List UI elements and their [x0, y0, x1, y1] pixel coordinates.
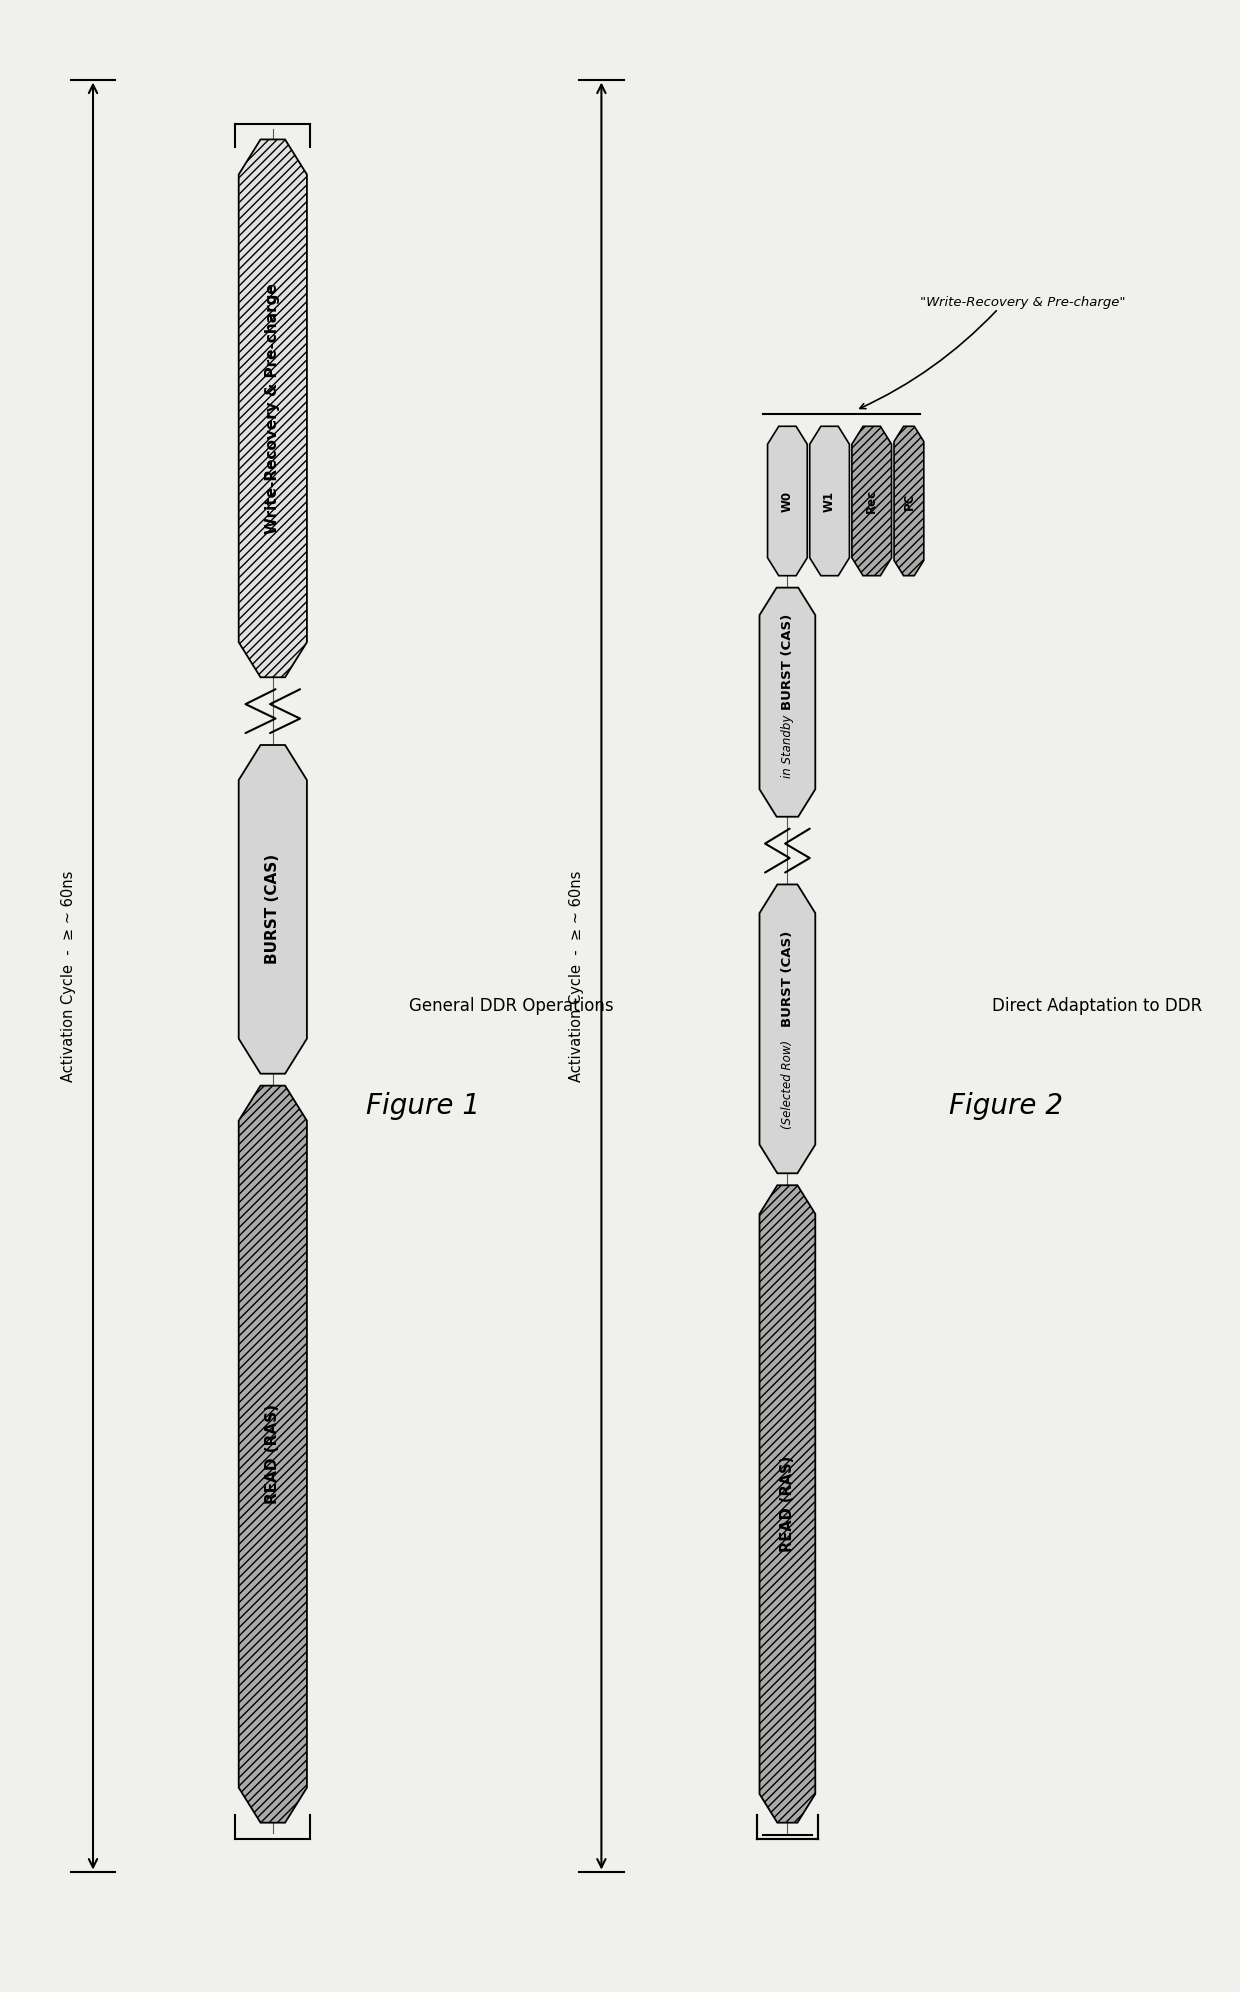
Polygon shape — [768, 426, 807, 576]
Text: Activation Cycle  -  ≥ ~ 60ns: Activation Cycle - ≥ ~ 60ns — [61, 871, 76, 1082]
Polygon shape — [238, 1086, 306, 1823]
Polygon shape — [759, 1185, 816, 1823]
Polygon shape — [238, 139, 306, 677]
Text: Activation Cycle  -  ≥ ~ 60ns: Activation Cycle - ≥ ~ 60ns — [569, 871, 584, 1082]
Polygon shape — [238, 745, 306, 1074]
Text: in Standby: in Standby — [781, 715, 794, 777]
Text: W0: W0 — [781, 490, 794, 512]
Text: "Write-Recovery & Pre-charge": "Write-Recovery & Pre-charge" — [920, 295, 1126, 309]
Text: Write-Recovery & Pre-charge: Write-Recovery & Pre-charge — [265, 283, 280, 534]
Text: Figure 2: Figure 2 — [949, 1092, 1063, 1120]
Text: READ (RAS): READ (RAS) — [265, 1404, 280, 1504]
Text: BURST (CAS): BURST (CAS) — [781, 614, 794, 711]
Text: (Selected Row): (Selected Row) — [781, 1040, 794, 1129]
Text: BURST (CAS): BURST (CAS) — [781, 930, 794, 1028]
Text: W1: W1 — [823, 490, 836, 512]
Polygon shape — [852, 426, 892, 576]
Text: Figure 1: Figure 1 — [366, 1092, 480, 1120]
Polygon shape — [810, 426, 849, 576]
Text: Direct Adaptation to DDR: Direct Adaptation to DDR — [992, 996, 1203, 1016]
Polygon shape — [894, 426, 924, 576]
Text: READ (RAS): READ (RAS) — [780, 1456, 795, 1552]
Text: Rec: Rec — [866, 488, 878, 514]
Text: PC: PC — [903, 492, 915, 510]
Text: BURST (CAS): BURST (CAS) — [265, 855, 280, 964]
Polygon shape — [759, 884, 816, 1173]
Text: General DDR Operations: General DDR Operations — [409, 996, 614, 1016]
Polygon shape — [759, 588, 816, 817]
